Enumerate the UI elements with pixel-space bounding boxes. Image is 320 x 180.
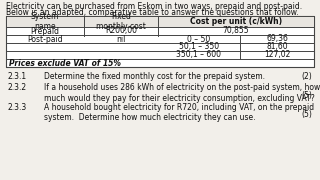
- Text: System
name: System name: [31, 12, 59, 31]
- Text: (5): (5): [301, 110, 312, 119]
- Text: R200,00: R200,00: [105, 26, 137, 35]
- Text: (2): (2): [301, 72, 312, 81]
- Text: Prepaid: Prepaid: [30, 26, 60, 35]
- Text: 2.3.2: 2.3.2: [8, 84, 27, 93]
- Text: 350,1 – 600: 350,1 – 600: [177, 51, 221, 60]
- Text: Post-paid: Post-paid: [27, 35, 63, 44]
- Text: nil: nil: [116, 35, 126, 44]
- Text: Prices exclude VAT of 15%: Prices exclude VAT of 15%: [9, 58, 121, 68]
- Text: 50,1 – 350: 50,1 – 350: [179, 42, 219, 51]
- Text: Cost per unit (c/kWh): Cost per unit (c/kWh): [190, 17, 282, 26]
- Text: 2.3.3: 2.3.3: [8, 102, 27, 111]
- Text: 69,36: 69,36: [266, 35, 288, 44]
- Text: (5): (5): [301, 91, 312, 100]
- Text: Electricity can be purchased from Eskom in two ways, prepaid and post-paid.: Electricity can be purchased from Eskom …: [6, 2, 302, 11]
- Bar: [6, 16, 314, 27]
- Bar: [6, 16, 314, 67]
- Text: 0 – 50: 0 – 50: [188, 35, 211, 44]
- Text: Below is an adapted, comparative table to answer the questions that follow.: Below is an adapted, comparative table t…: [6, 8, 299, 17]
- Text: 2.3.1: 2.3.1: [8, 72, 27, 81]
- Text: Determine the fixed monthly cost for the prepaid system.: Determine the fixed monthly cost for the…: [44, 72, 265, 81]
- Text: A household bought electricity for R720, including VAT, on the prepaid
system.  : A household bought electricity for R720,…: [44, 102, 314, 122]
- Text: 81,60: 81,60: [266, 42, 288, 51]
- Text: If a household uses 286 kWh of electricity on the post-paid system, how
much wou: If a household uses 286 kWh of electrici…: [44, 84, 320, 103]
- Text: 70,855: 70,855: [223, 26, 249, 35]
- Text: 127,02: 127,02: [264, 51, 290, 60]
- Text: Fixed
monthly cost: Fixed monthly cost: [96, 12, 146, 31]
